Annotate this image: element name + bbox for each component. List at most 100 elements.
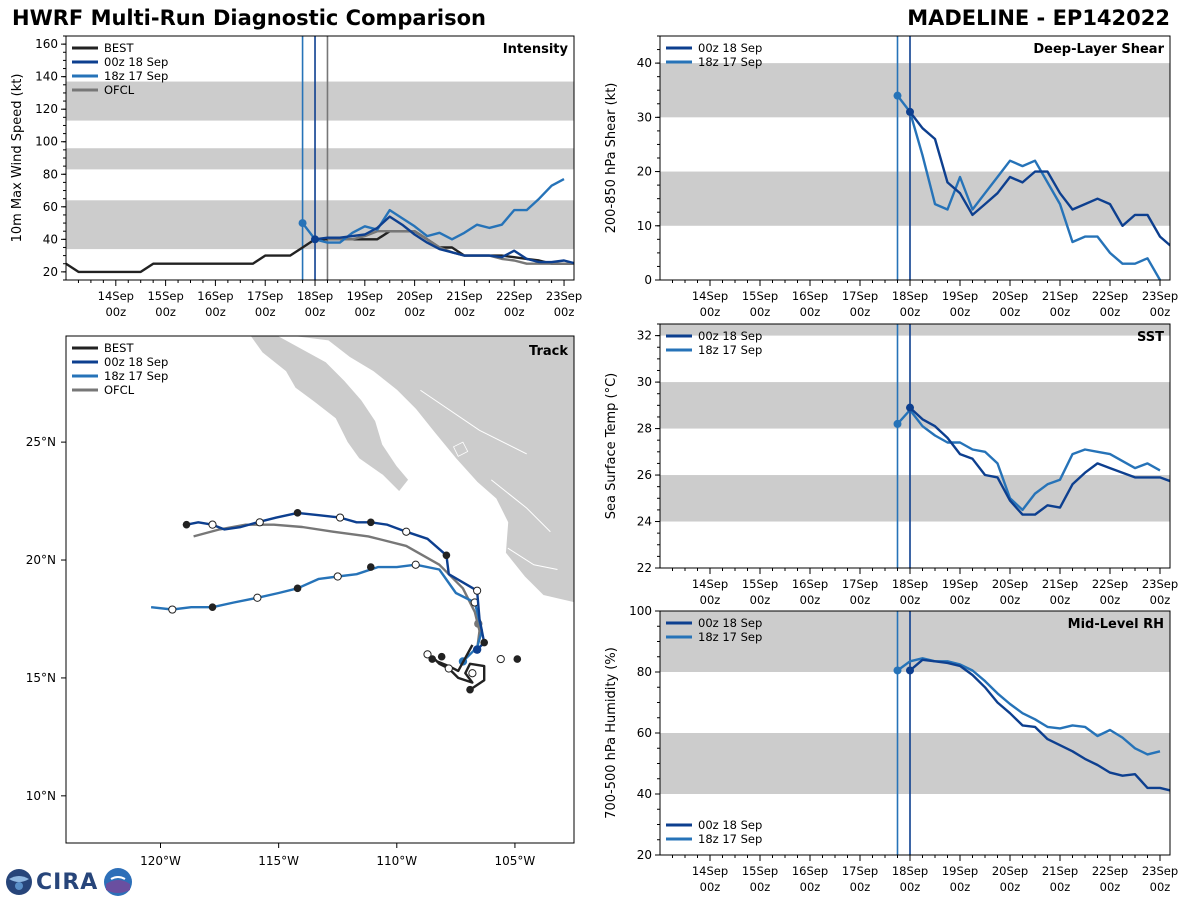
intensity-start-marker-3	[311, 235, 320, 244]
intensity-ytick-label: 60	[43, 200, 58, 214]
intensity-xtick-hour: 00z	[504, 305, 525, 319]
rh-ytick-label: 20	[637, 848, 652, 862]
intensity-ytick-label: 40	[43, 232, 58, 246]
sst-ylabel: Sea Surface Temp (°C)	[604, 373, 619, 520]
sst-ytick-label: 26	[637, 468, 652, 482]
intensity-xtick-day: 20Sep	[396, 289, 432, 303]
state-border-1	[490, 479, 551, 533]
rh-xtick-day: 14Sep	[692, 864, 728, 878]
legend-label: 18z 17 Sep	[104, 369, 168, 383]
shear-ytick-label: 20	[637, 165, 652, 179]
intensity-ytick-label: 80	[43, 167, 58, 181]
shear-xtick-day: 16Sep	[792, 289, 828, 303]
intensity-ytick-label: 120	[35, 102, 58, 116]
rh-ytick-label: 80	[637, 665, 652, 679]
track-marker-open	[335, 513, 345, 522]
sst-xtick-day: 22Sep	[1092, 577, 1128, 591]
sst-band-0	[660, 475, 1170, 522]
rh-start-marker-1	[906, 666, 914, 675]
intensity-plot-area	[66, 36, 574, 280]
intensity-xtick-hour: 00z	[205, 305, 226, 319]
state-border-2	[507, 547, 558, 570]
cira-logo: CIRA	[4, 866, 134, 898]
shear-series-00z-18-sep	[909, 111, 1170, 247]
track-marker-open	[411, 560, 420, 569]
track-map-area	[150, 336, 574, 694]
track-marker-filled	[428, 655, 437, 663]
track-title: Track	[529, 344, 568, 359]
intensity-xtick-hour: 00z	[554, 305, 575, 319]
shear-xtick-hour: 00z	[1100, 305, 1121, 319]
track-marker-open	[496, 654, 505, 664]
rh-xtick-hour: 00z	[1000, 880, 1021, 894]
shear-ytick-label: 30	[637, 110, 652, 124]
sst-series-00z-18-sep	[909, 406, 1170, 516]
sst-xtick-hour: 00z	[750, 593, 771, 607]
shear-xtick-hour: 00z	[900, 305, 921, 319]
track-ytick-label: 20°N	[26, 553, 56, 567]
sst-ytick-label: 32	[637, 329, 652, 343]
cira-logo-text: CIRA	[36, 869, 99, 895]
rh-ytick-label: 60	[637, 726, 652, 740]
rh-start-marker-0	[893, 666, 902, 675]
shear-xtick-day: 14Sep	[692, 289, 728, 303]
shear-ylabel: 200-850 hPa Shear (kt)	[604, 83, 619, 234]
rh-xtick-day: 17Sep	[842, 864, 878, 878]
shear-xtick-day: 23Sep	[1142, 289, 1178, 303]
sst-xtick-hour: 00z	[850, 593, 871, 607]
chart-sst: 22 24 26 28 30 32 14Sep 00z 15Sep 00z 16Sep 00z 17Se…	[604, 323, 1178, 607]
rh-xtick-hour: 00z	[800, 880, 821, 894]
land-mass-0	[290, 336, 574, 603]
legend-label: BEST	[104, 341, 134, 355]
track-marker-open	[255, 518, 264, 527]
rh-xtick-day: 20Sep	[992, 864, 1028, 878]
sst-xtick-hour: 00z	[1050, 593, 1071, 607]
track-marker-filled	[208, 603, 217, 611]
track-xtick-label: 110°W	[376, 854, 417, 868]
rh-xtick-day: 23Sep	[1142, 864, 1178, 878]
sst-start-marker-1	[906, 403, 914, 412]
shear-start-marker-0	[893, 91, 902, 100]
track-line-00z-18-sep	[186, 511, 486, 651]
intensity-xtick-day: 23Sep	[546, 289, 582, 303]
sst-xtick-hour: 00z	[800, 593, 821, 607]
rh-xtick-hour: 00z	[1050, 880, 1071, 894]
shear-xtick-day: 19Sep	[942, 289, 978, 303]
sst-xtick-hour: 00z	[1000, 593, 1021, 607]
legend-label: 18z 17 Sep	[104, 69, 168, 83]
intensity-band-2	[66, 81, 574, 121]
track-marker-filled	[293, 509, 302, 517]
intensity-xtick-hour: 00z	[105, 305, 126, 319]
track-marker-filled	[182, 520, 191, 529]
intensity-ytick-label: 160	[35, 37, 58, 51]
rh-xtick-hour: 00z	[900, 880, 921, 894]
intensity-start-marker-2	[298, 219, 307, 228]
rh-xtick-day: 19Sep	[942, 864, 978, 878]
track-marker-open	[444, 664, 453, 673]
rh-xtick-day: 18Sep	[892, 864, 928, 878]
legend-label: 18z 17 Sep	[698, 630, 762, 644]
rh-band-1	[660, 611, 1170, 672]
intensity-xtick-hour: 00z	[354, 305, 375, 319]
page-title: HWRF Multi-Run Diagnostic Comparison	[12, 6, 487, 30]
legend-label: 00z 18 Sep	[698, 41, 762, 55]
shear-xtick-day: 18Sep	[892, 289, 928, 303]
rh-xtick-hour: 00z	[700, 880, 721, 894]
intensity-series-00z-18-sep	[314, 215, 574, 265]
intensity-xtick-day: 19Sep	[347, 289, 383, 303]
shear-plot-area	[660, 36, 1170, 280]
track-line-ofcl	[193, 523, 481, 650]
sst-xtick-hour: 00z	[700, 593, 721, 607]
land-mass-2	[452, 441, 469, 457]
track-xtick-label: 120°W	[140, 854, 181, 868]
shear-xtick-day: 20Sep	[992, 289, 1028, 303]
shear-ytick-label: 40	[637, 56, 652, 70]
rh-xtick-hour: 00z	[1150, 880, 1171, 894]
shear-xtick-day: 17Sep	[842, 289, 878, 303]
sst-xtick-day: 20Sep	[992, 577, 1028, 591]
shear-ytick-label: 10	[637, 219, 652, 233]
sst-xtick-day: 18Sep	[892, 577, 928, 591]
shear-xtick-hour: 00z	[850, 305, 871, 319]
